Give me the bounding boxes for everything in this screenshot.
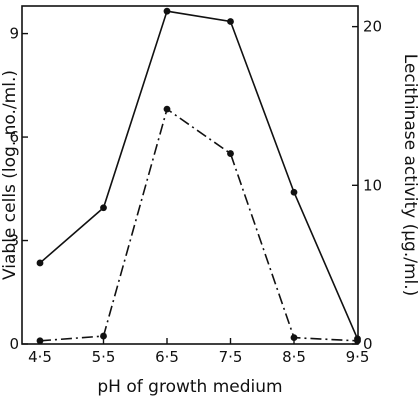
x-tick-label: 7·5	[219, 348, 243, 366]
y2-tick-label: 20	[363, 18, 382, 36]
series-layer	[36, 7, 361, 345]
x-tick-label: 4·5	[28, 348, 52, 366]
viable-cells-point	[36, 259, 44, 267]
y2-tick-label: 10	[363, 176, 382, 194]
x-tick-label: 5·5	[92, 348, 116, 366]
viable-cells-point	[100, 204, 107, 212]
lecithinase-activity-point	[227, 150, 234, 157]
y2-tick-label: 0	[363, 335, 373, 353]
y-axis-title: Viable cells (log. no./ml.)	[0, 70, 20, 280]
y-tick-label: 3	[9, 232, 19, 250]
x-tick-label: 8·5	[282, 348, 306, 366]
plot-frame	[21, 5, 359, 345]
x-axis-title: pH of growth medium	[97, 377, 282, 397]
viable-cells-line	[39, 10, 359, 340]
lecithinase-activity-point	[354, 337, 361, 345]
y-tick-label: 0	[9, 335, 19, 353]
x-tick-label: 6·5	[155, 348, 179, 366]
lecithinase-activity-point	[100, 332, 107, 340]
y2-axis-title: Lecithinase activity (μg./ml.)	[400, 54, 418, 297]
plot-area	[21, 5, 359, 345]
viable-cells-point	[163, 7, 171, 15]
lecithinase-activity-point	[290, 334, 298, 342]
viable-cells-point	[227, 18, 234, 25]
x-tick-label: 9·5	[346, 348, 370, 366]
lecithinase-activity-point	[163, 105, 171, 113]
lecithinase-activity-point	[36, 337, 44, 345]
y-tick-label: 9	[9, 25, 19, 43]
y-tick-label: 6	[9, 128, 19, 146]
lecithinase-activity-line	[39, 107, 358, 342]
viable-cells-point	[290, 188, 298, 196]
